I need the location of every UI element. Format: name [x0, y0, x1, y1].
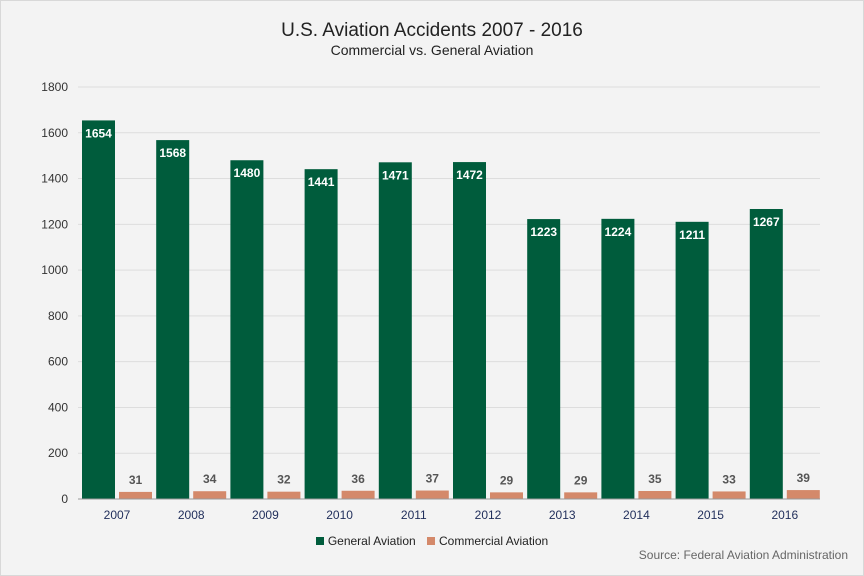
- y-tick-label: 1000: [41, 263, 68, 277]
- data-label-general: 1480: [234, 166, 261, 180]
- chart-subtitle: Commercial vs. General Aviation: [330, 42, 534, 58]
- bar-commercial: [712, 491, 746, 499]
- x-tick-label: 2010: [326, 508, 353, 522]
- legend: General Aviation Commercial Aviation: [0, 534, 864, 548]
- legend-label-general: General Aviation: [327, 534, 416, 548]
- bar-general: [378, 162, 412, 499]
- bar-commercial: [267, 491, 301, 499]
- bar-general: [675, 221, 709, 499]
- x-tick-label: 2014: [623, 508, 650, 522]
- bar-general: [304, 169, 338, 499]
- legend-label-commercial: Commercial Aviation: [439, 534, 549, 548]
- chart-title: U.S. Aviation Accidents 2007 - 2016: [281, 20, 583, 41]
- data-label-commercial: 29: [500, 473, 514, 487]
- x-tick-label: 2008: [178, 508, 205, 522]
- bar-general: [749, 208, 783, 499]
- data-label-commercial: 33: [722, 472, 736, 486]
- data-label-commercial: 35: [648, 472, 662, 486]
- bar-commercial: [564, 492, 598, 499]
- y-tick-label: 1400: [41, 172, 68, 186]
- x-tick-label: 2009: [252, 508, 279, 522]
- y-tick-label: 1800: [41, 80, 68, 94]
- data-label-general: 1267: [753, 215, 780, 229]
- bar-general: [453, 162, 486, 499]
- bar-commercial: [638, 490, 672, 499]
- y-tick-label: 800: [48, 309, 68, 323]
- data-label-general: 1211: [679, 228, 705, 242]
- bar-commercial: [490, 492, 523, 499]
- y-tick-label: 1200: [41, 217, 68, 231]
- data-label-commercial: 36: [351, 472, 365, 486]
- data-label-commercial: 39: [797, 471, 811, 485]
- x-tick-label: 2013: [549, 508, 576, 522]
- data-label-commercial: 37: [426, 472, 440, 486]
- y-tick-label: 0: [61, 492, 68, 506]
- x-tick-label: 2012: [475, 508, 502, 522]
- y-tick-label: 1600: [41, 126, 68, 140]
- legend-item-commercial: Commercial Aviation: [427, 534, 548, 548]
- x-tick-label: 2011: [401, 508, 427, 522]
- bar-commercial: [341, 490, 375, 499]
- legend-item-general: General Aviation: [315, 534, 416, 548]
- bar-general: [230, 160, 264, 499]
- y-tick-label: 400: [48, 400, 68, 414]
- bar-commercial: [415, 490, 449, 499]
- data-label-commercial: 31: [129, 473, 143, 487]
- data-label-general: 1471: [382, 168, 409, 182]
- legend-swatch-commercial: [427, 537, 436, 545]
- bar-commercial: [193, 491, 227, 499]
- bar-general: [82, 120, 115, 499]
- bar-general: [156, 140, 190, 499]
- data-label-commercial: 29: [574, 473, 588, 487]
- bar-general: [527, 219, 561, 499]
- bar-commercial: [786, 490, 820, 499]
- legend-swatch-general: [315, 537, 324, 545]
- data-label-general: 1568: [159, 146, 186, 160]
- x-tick-label: 2007: [104, 508, 131, 522]
- bar-general: [601, 218, 635, 499]
- bar-commercial: [119, 491, 152, 499]
- source-note: Source: Federal Aviation Administration: [638, 548, 848, 562]
- data-label-general: 1472: [456, 168, 483, 182]
- y-tick-label: 600: [48, 355, 68, 369]
- data-label-general: 1654: [85, 126, 112, 140]
- data-label-commercial: 32: [277, 473, 291, 487]
- x-tick-label: 2015: [697, 508, 724, 522]
- y-tick-label: 200: [48, 446, 68, 460]
- data-label-general: 1224: [605, 225, 632, 239]
- data-label-general: 1441: [308, 175, 335, 189]
- x-tick-label: 2016: [771, 508, 798, 522]
- data-label-general: 1223: [530, 225, 557, 239]
- data-label-commercial: 34: [203, 472, 217, 486]
